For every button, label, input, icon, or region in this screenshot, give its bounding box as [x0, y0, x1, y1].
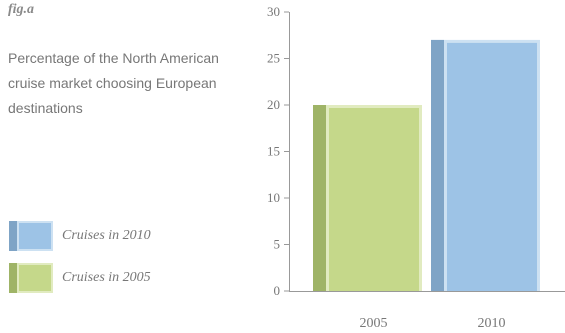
y-tick-label-0: 0	[274, 283, 281, 298]
legend-label-2010: Cruises in 2010	[62, 228, 151, 243]
bar-2005	[329, 108, 419, 291]
legend-swatch-2005	[9, 263, 53, 293]
bar-side-2005	[313, 105, 326, 291]
figure-label: fig.a	[8, 2, 35, 17]
y-tick-label-10: 10	[267, 190, 280, 205]
y-tick-label-15: 15	[267, 144, 280, 159]
bar-2010	[447, 42, 537, 292]
chart-title: Percentage of the North American cruise …	[8, 50, 219, 116]
legend-swatch-2010	[9, 221, 53, 251]
y-tick-label-25: 25	[267, 51, 280, 66]
y-tick-label-30: 30	[267, 4, 280, 19]
x-tick-label-2005: 2005	[360, 316, 388, 331]
bar-side-2010	[431, 39, 444, 292]
x-tick-label-2010: 2010	[478, 316, 506, 331]
legend-label-2005: Cruises in 2005	[62, 270, 151, 285]
y-tick-label-20: 20	[267, 97, 280, 112]
y-tick-label-5: 5	[274, 237, 281, 252]
